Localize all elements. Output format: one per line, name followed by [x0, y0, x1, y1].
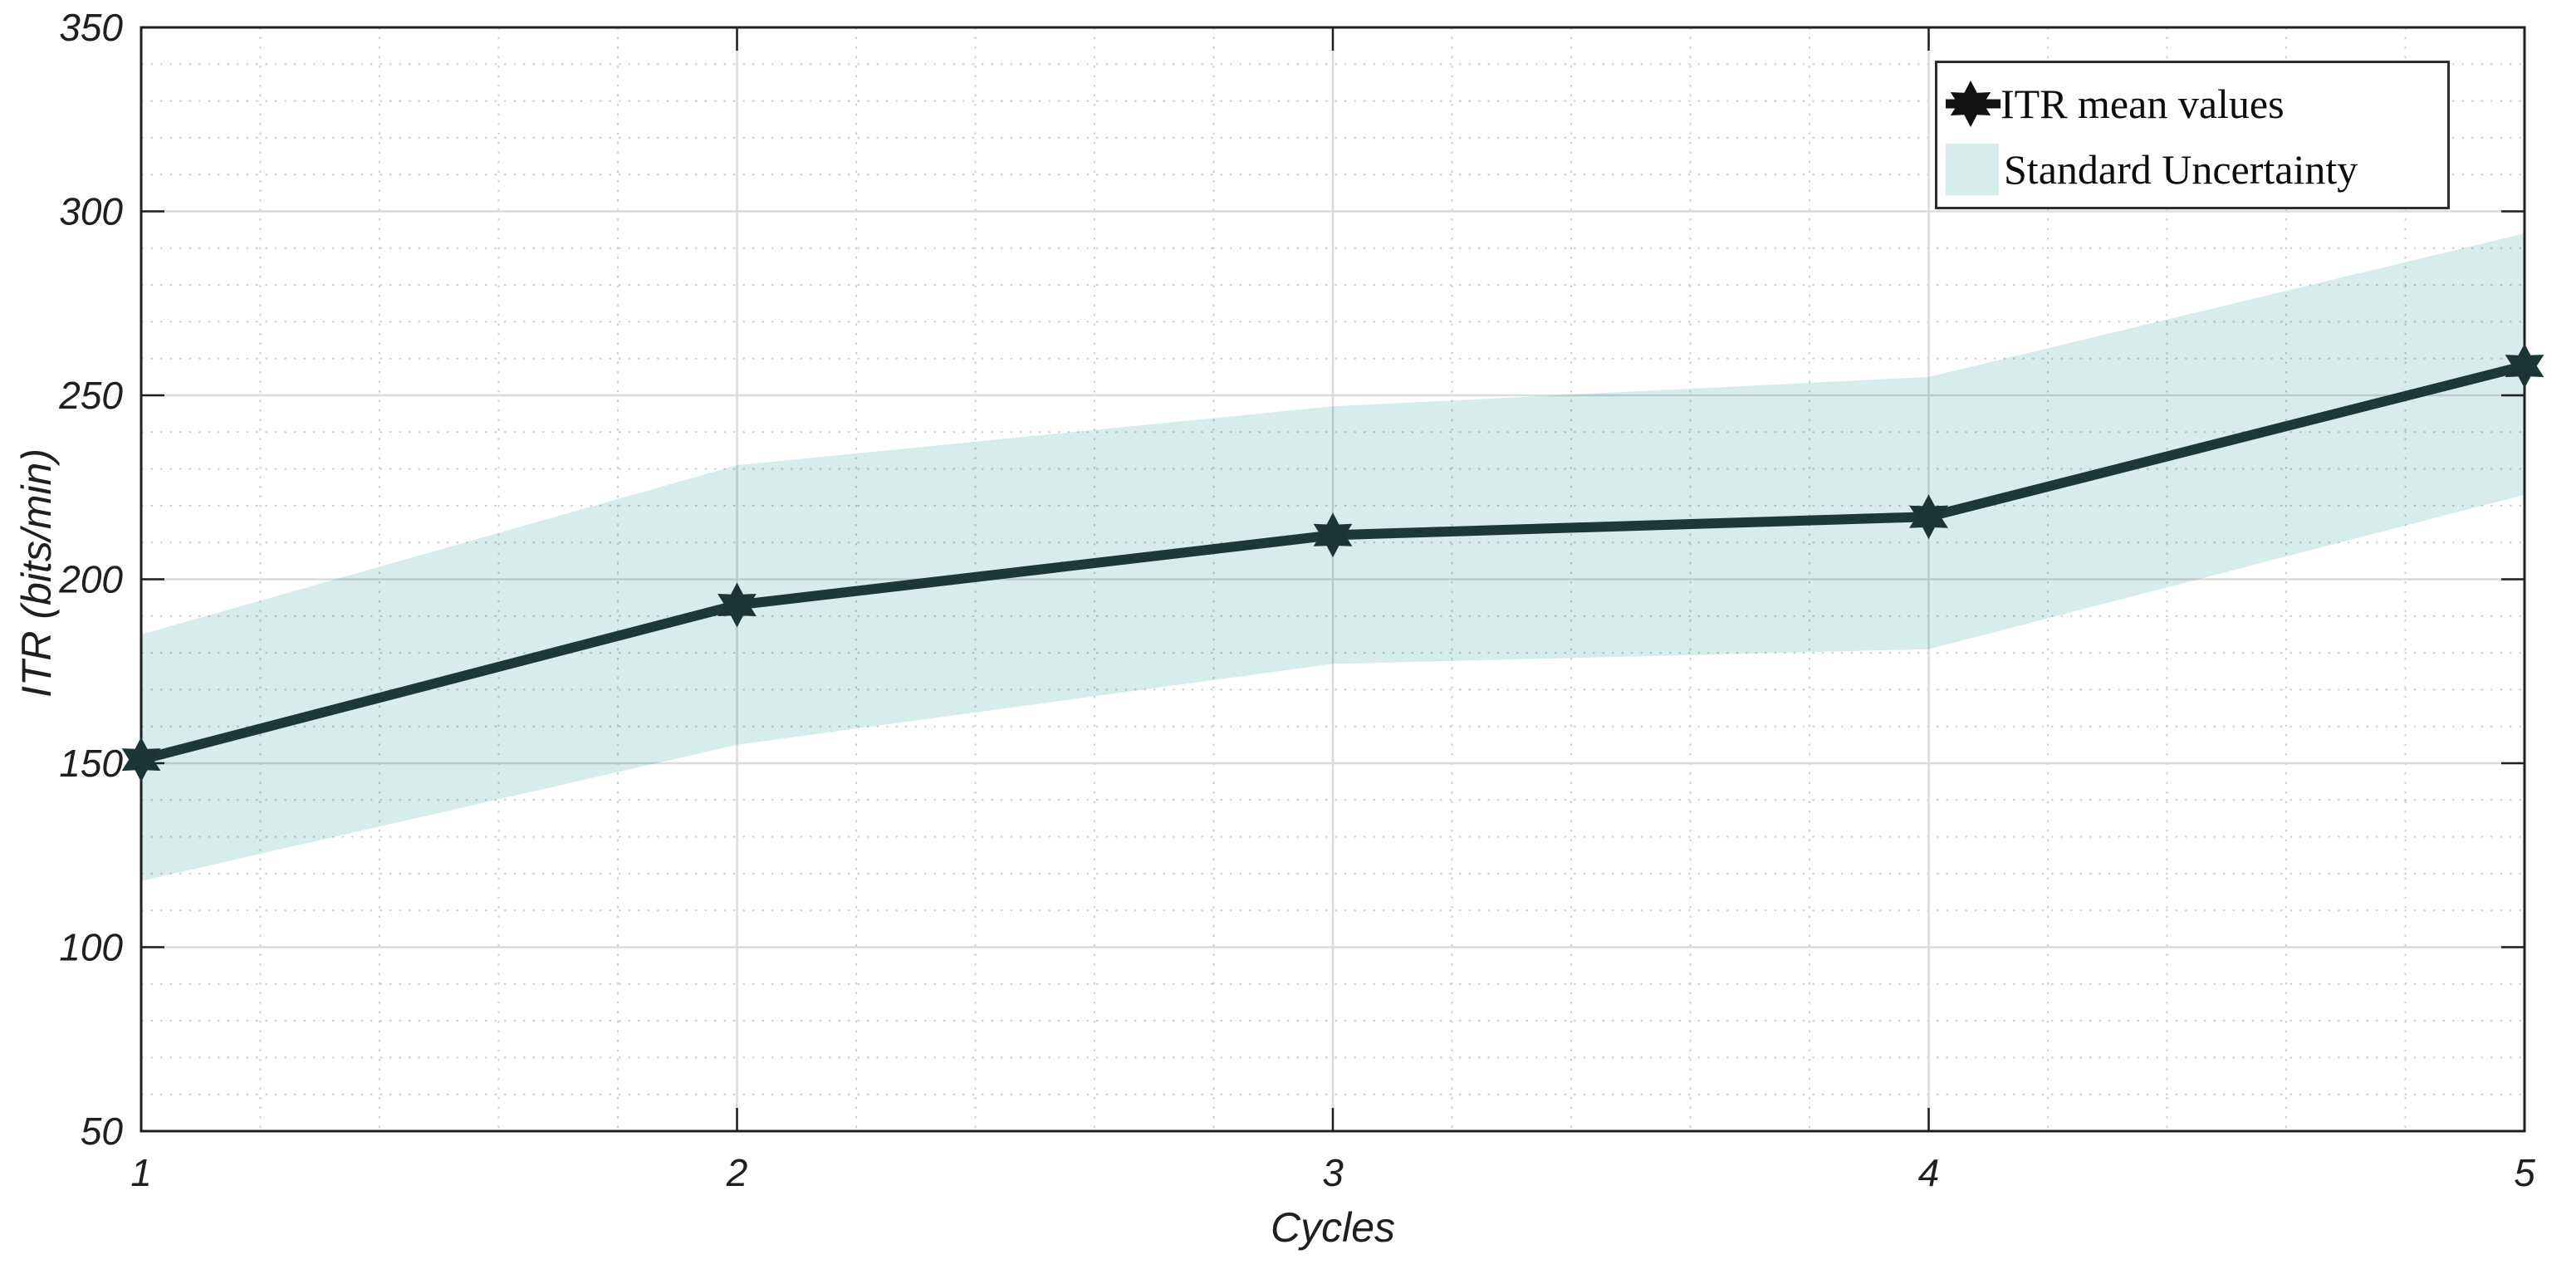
legend-label-itr-mean: ITR mean values	[2001, 80, 2285, 127]
y-tick-label-150: 150	[59, 742, 123, 785]
plot-border	[140, 26, 2526, 1133]
x-tick-label-1: 1	[130, 1151, 152, 1194]
x-tick-label-4: 4	[1918, 1151, 1940, 1194]
legend-label-uncertainty: Standard Uncertainty	[2004, 146, 2358, 194]
data-point-marker-x1	[121, 737, 161, 782]
data-point-marker-x4	[1909, 494, 1948, 540]
x-tick-label-3: 3	[1322, 1151, 1344, 1194]
x-tick-label-2: 2	[726, 1151, 748, 1194]
grid-lines	[141, 27, 2525, 1131]
data-point-marker-x3	[1313, 512, 1353, 558]
legend-entry-itr-mean: ITR mean values	[1946, 75, 2447, 133]
legend-entry-uncertainty: Standard Uncertainty	[1946, 144, 2447, 196]
x-tick-label-5: 5	[2514, 1151, 2535, 1194]
data-point-marker-x5	[2505, 343, 2544, 389]
y-tick-label-350: 350	[59, 6, 123, 49]
y-tick-label-300: 300	[59, 190, 123, 233]
y-tick-label-250: 250	[58, 374, 123, 417]
uncertainty-patch-icon	[1946, 144, 1999, 196]
y-tick-label-200: 200	[58, 558, 123, 601]
y-tick-label-50: 50	[81, 1110, 124, 1153]
y-tick-label-100: 100	[59, 926, 123, 969]
data-point-marker-x2	[717, 582, 757, 628]
y-axis-label: ITR (bits/min)	[13, 448, 60, 698]
hexagram-marker-icon	[1946, 80, 2001, 127]
legend-box: ITR mean values Standard Uncertainty	[1935, 61, 2450, 209]
x-axis-label: Cycles	[1270, 1204, 1396, 1251]
